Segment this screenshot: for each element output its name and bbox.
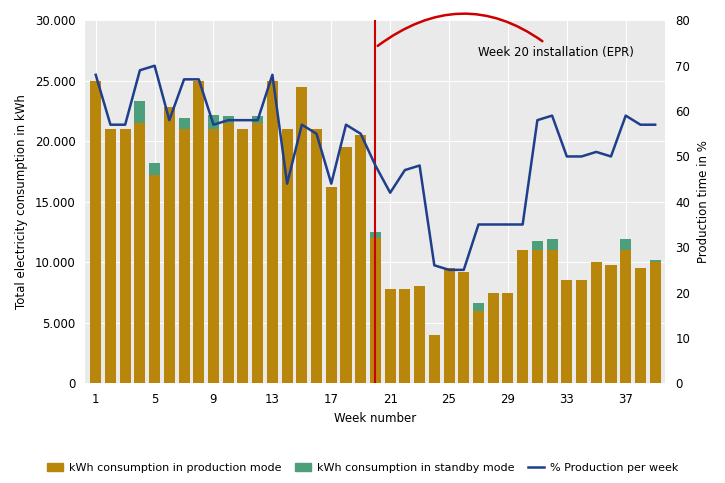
Bar [650, 262, 660, 383]
Y-axis label: Total electricity consumption in kWh: Total electricity consumption in kWh [15, 94, 28, 309]
Bar [547, 250, 558, 383]
Bar [178, 129, 189, 383]
Bar [370, 232, 381, 238]
Bar [532, 250, 543, 383]
Bar [532, 241, 543, 250]
Bar [134, 123, 146, 383]
Bar [502, 293, 513, 383]
Bar [237, 129, 249, 383]
Bar [341, 147, 352, 383]
Bar [326, 187, 337, 383]
Bar [473, 311, 484, 383]
Bar [281, 129, 293, 383]
Bar [252, 123, 263, 383]
Text: Week 20 installation (EPR): Week 20 installation (EPR) [378, 14, 634, 58]
Bar [134, 101, 146, 123]
Bar [561, 281, 572, 383]
Bar [605, 265, 616, 383]
Bar [355, 135, 366, 383]
Bar [370, 238, 381, 383]
Bar [635, 269, 646, 383]
Y-axis label: Production time in %: Production time in % [697, 141, 710, 263]
Bar [399, 289, 410, 383]
Bar [576, 281, 587, 383]
Bar [149, 175, 160, 383]
Bar [547, 239, 558, 250]
Bar [194, 81, 204, 383]
Bar [311, 129, 322, 383]
Bar [223, 116, 233, 123]
Bar [164, 107, 175, 383]
Bar [252, 116, 263, 123]
Bar [444, 269, 455, 383]
Bar [458, 272, 469, 383]
Bar [208, 115, 219, 129]
Bar [591, 262, 602, 383]
Bar [90, 81, 102, 383]
Bar [473, 303, 484, 311]
Bar [650, 260, 660, 262]
Bar [414, 286, 425, 383]
Bar [428, 335, 440, 383]
Bar [120, 129, 130, 383]
Legend: kWh consumption in production mode, kWh consumption in standby mode, % Productio: kWh consumption in production mode, kWh … [42, 458, 683, 477]
Bar [620, 250, 631, 383]
Bar [488, 293, 499, 383]
Bar [208, 129, 219, 383]
Bar [385, 289, 396, 383]
Bar [223, 123, 233, 383]
Bar [149, 163, 160, 175]
X-axis label: Week number: Week number [334, 412, 417, 425]
Bar [297, 87, 307, 383]
Bar [267, 81, 278, 383]
Bar [178, 118, 189, 129]
Bar [517, 250, 529, 383]
Bar [620, 239, 631, 250]
Bar [105, 129, 116, 383]
